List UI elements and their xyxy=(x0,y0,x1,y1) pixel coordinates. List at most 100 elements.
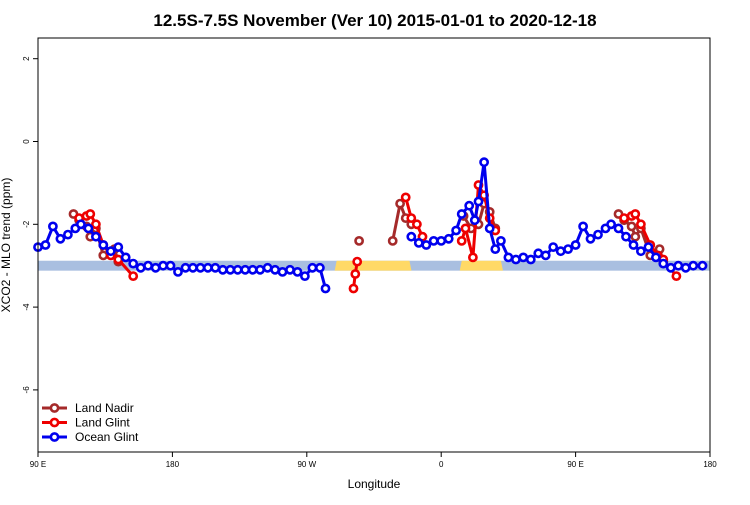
y-tick-label: -2 xyxy=(22,220,31,228)
legend-label: Land Glint xyxy=(75,416,130,430)
data-point xyxy=(91,231,101,242)
data-point xyxy=(165,260,176,271)
data-point xyxy=(354,235,364,246)
data-point xyxy=(626,221,637,232)
data-point xyxy=(467,252,478,263)
x-tick-label: 0 xyxy=(439,460,444,469)
data-point xyxy=(352,256,363,267)
data-point xyxy=(456,235,467,246)
data-point xyxy=(292,266,303,277)
plot-frame xyxy=(37,37,711,453)
data-point xyxy=(314,262,325,273)
data-point xyxy=(630,231,641,242)
data-point xyxy=(400,192,411,203)
x-axis: 90 E 180 90 W 0 90 E 180 xyxy=(30,452,717,469)
data-point xyxy=(443,233,454,244)
data-point xyxy=(40,240,51,250)
data-point xyxy=(55,233,66,244)
data-point xyxy=(621,231,631,242)
data-point xyxy=(320,283,331,294)
data-point xyxy=(548,242,559,252)
data-point xyxy=(150,262,161,273)
data-point xyxy=(255,264,265,275)
chart-title: 12.5S-7.5S November (Ver 10) 2015-01-01 … xyxy=(153,11,596,30)
data-point xyxy=(428,235,439,246)
data-point xyxy=(570,240,581,250)
series-layer xyxy=(33,157,708,294)
data-point xyxy=(585,233,596,244)
land-band-0 xyxy=(334,260,412,271)
x-axis-title: Longitude xyxy=(348,477,401,491)
data-point xyxy=(411,219,422,230)
data-point xyxy=(195,262,206,273)
data-point xyxy=(680,262,691,273)
data-point xyxy=(503,252,514,263)
data-point xyxy=(421,240,432,250)
data-point xyxy=(525,254,536,265)
data-point xyxy=(688,260,699,271)
legend-label: Land Nadir xyxy=(75,401,134,415)
data-point xyxy=(217,264,228,275)
data-point xyxy=(85,209,96,219)
data-point xyxy=(173,266,183,277)
y-axis: -6 -4 -2 0 2 xyxy=(22,56,38,394)
data-point xyxy=(277,266,288,277)
data-point xyxy=(613,223,624,234)
data-point xyxy=(484,223,495,234)
data-point xyxy=(578,221,588,232)
data-point xyxy=(63,229,73,240)
series-2 xyxy=(33,157,708,294)
legend-item: Land Glint xyxy=(42,416,130,430)
data-point xyxy=(83,223,94,234)
y-tick-label: -6 xyxy=(22,386,31,394)
data-point xyxy=(469,215,480,226)
y-tick-label: 2 xyxy=(22,56,31,61)
data-point xyxy=(48,221,58,232)
series-0 xyxy=(68,198,669,267)
data-point xyxy=(451,225,461,236)
data-point xyxy=(636,219,646,230)
data-point xyxy=(105,246,116,257)
data-point xyxy=(436,235,447,246)
legend-item: Land Nadir xyxy=(42,401,134,415)
data-point xyxy=(120,252,131,263)
data-point xyxy=(651,252,661,263)
data-point xyxy=(240,264,251,275)
data-point xyxy=(387,235,398,246)
data-point xyxy=(406,231,417,242)
data-point xyxy=(479,157,489,168)
data-point xyxy=(187,262,198,273)
data-point xyxy=(697,260,708,271)
data-point xyxy=(563,244,573,254)
data-point xyxy=(658,258,669,269)
series-line xyxy=(37,222,327,289)
data-point xyxy=(350,269,361,279)
data-point xyxy=(490,244,501,254)
data-point xyxy=(619,213,629,223)
data-point xyxy=(643,242,654,252)
data-point xyxy=(299,271,310,281)
x-tick-label: 90 E xyxy=(567,460,583,469)
data-point xyxy=(473,196,484,207)
data-point xyxy=(348,283,359,294)
legend-item: Ocean Glint xyxy=(42,430,139,444)
x-tick-label: 90 E xyxy=(30,460,46,469)
data-point xyxy=(413,237,424,248)
data-point xyxy=(128,271,139,281)
data-point xyxy=(636,246,646,257)
data-point xyxy=(395,198,405,209)
data-point xyxy=(232,264,243,275)
x-tick-label: 180 xyxy=(166,460,180,469)
data-point xyxy=(98,250,109,261)
data-point xyxy=(665,262,676,273)
legend-marker xyxy=(49,403,60,413)
data-point xyxy=(456,209,467,219)
land-band-1 xyxy=(459,260,503,271)
legend-marker xyxy=(49,417,60,428)
data-point xyxy=(128,258,139,269)
data-point xyxy=(143,260,153,271)
y-tick-label: -4 xyxy=(22,303,31,311)
